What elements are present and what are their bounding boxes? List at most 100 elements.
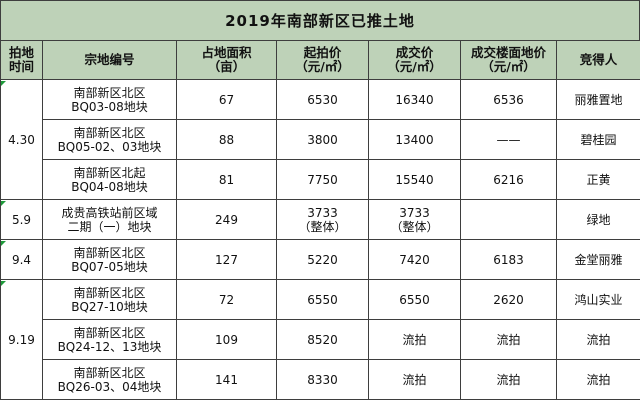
deal-price-cell-text: 13400 [395,132,434,147]
winner-cell-text: 绿地 [586,212,611,227]
col-header-date: 拍地 时间 [0,40,43,80]
floor-price-cell-text: 2620 [493,292,524,307]
deal-price-cell: 13400 [368,119,461,160]
start-price-cell-text: （整体） [298,219,347,234]
date-cell: 9.19 [0,279,43,400]
start-price-cell-text: 7750 [307,172,338,187]
parcel-cell-text: 南部新区北区 [73,325,146,340]
area-cell: 127 [176,239,277,280]
start-price-cell-text: 6550 [307,292,338,307]
table-row: 9.19 南部新区北区 BQ27-10地块 72 6550 6550 2620 鸿山实业 [0,279,640,400]
start-price-cell: 7750 [276,159,369,200]
area-cell-text: 109 [215,332,238,347]
parcel-cell-text: BQ24-12、13地块 [57,339,162,354]
floor-price-cell: 6216 [460,159,557,200]
table-row: 南部新区北区 BQ05-02、03地块 88 3800 13400 —— 碧桂园 [1,119,640,160]
col-header-winner: 竞得人 [556,40,640,80]
deal-price-cell: 7420 [368,239,461,280]
parcel-cell-text: 南部新区北起 [73,165,146,180]
floor-price-cell-text: 6183 [493,252,524,267]
deal-price-cell-text: 流拍 [402,332,427,347]
cell-marker [1,241,6,246]
winner-cell: 鸿山实业 [556,279,640,320]
deal-price-cell-text: 3733 [399,205,430,220]
cell-marker [1,81,6,86]
floor-price-cell-text: 流拍 [496,332,521,347]
winner-cell: 绿地 [556,199,640,240]
area-cell-text: 88 [218,132,235,147]
floor-price-cell: 2620 [460,279,557,320]
floor-price-cell: 6183 [460,239,557,280]
area-cell-text: 72 [218,292,235,307]
area-cell: 72 [176,279,277,320]
col-header-area: 占地面积 （亩） [176,40,277,80]
start-price-cell-text: 8520 [307,332,338,347]
table-row: 9.4 南部新区北区 BQ07-05地块 127 5220 7420 6183 金堂丽雅 [0,239,640,280]
table-title: 2019年南部新区已推土地 [0,0,640,40]
col-header-floor-price: 成交楼面地价 （元/㎡） [460,40,557,80]
parcel-cell-text: 南部新区北区 [73,285,146,300]
col-header-deal-price: 成交价 （元/㎡） [368,40,461,80]
area-cell-text: 81 [218,172,235,187]
floor-price-cell: —— [460,119,557,160]
parcel-cell-text: 成贵高铁站前区域 [61,205,158,220]
winner-cell-text: 碧桂园 [580,132,617,147]
col-header-parcel: 宗地编号 [42,40,177,80]
start-price-cell-text: 3800 [307,132,338,147]
parcel-cell-text: 南部新区北区 [73,125,146,140]
start-price-cell-text: 8330 [307,372,338,387]
parcel-cell-text: BQ05-02、03地块 [57,139,162,154]
floor-price-cell: 流拍 [460,319,557,360]
winner-cell-text: 鸿山实业 [574,292,623,307]
parcel-cell-text: 二期（一）地块 [67,219,152,234]
start-price-cell-text: 6530 [307,92,338,107]
start-price-cell-text: 3733 [307,205,338,220]
cell-marker [1,201,6,206]
area-cell: 88 [176,119,277,160]
parcel-cell-text: BQ03-08地块 [71,99,148,114]
deal-price-cell: 6550 [368,279,461,320]
parcel-cell-text: BQ27-10地块 [71,299,148,314]
start-price-cell: 8330 [276,359,369,400]
start-price-cell: 3733 （整体） [276,199,369,240]
winner-cell: 流拍 [556,359,640,400]
area-cell-text: 127 [215,252,238,267]
start-price-cell: 8520 [276,319,369,360]
deal-price-cell-text: 7420 [399,252,430,267]
area-cell-text: 249 [215,212,238,227]
floor-price-cell-text: 6216 [493,172,524,187]
winner-cell: 丽雅置地 [556,79,640,120]
winner-cell: 正黄 [556,159,640,200]
parcel-cell-text: BQ07-05地块 [71,259,148,274]
deal-price-cell-text: 15540 [395,172,434,187]
floor-price-cell-text: 6536 [493,92,524,107]
floor-price-cell-text: 流拍 [496,372,521,387]
deal-price-cell: 16340 [368,79,461,120]
start-price-cell: 6530 [276,79,369,120]
parcel-cell-text: BQ04-08地块 [71,179,148,194]
parcel-cell: 成贵高铁站前区域 二期（一）地块 [42,199,177,240]
deal-price-cell: 流拍 [368,359,461,400]
parcel-cell: 南部新区北区 BQ03-08地块 [42,79,177,120]
winner-cell-text: 金堂丽雅 [574,252,623,267]
parcel-cell: 南部新区北区 BQ27-10地块 [42,279,177,320]
parcel-cell: 南部新区北起 BQ04-08地块 [42,159,177,200]
winner-cell-text: 正黄 [586,172,611,187]
area-cell: 81 [176,159,277,200]
start-price-cell: 6550 [276,279,369,320]
parcel-cell-text: 南部新区北区 [73,365,146,380]
floor-price-cell: 6536 [460,79,557,120]
winner-cell-text: 流拍 [586,372,611,387]
winner-cell-text: 丽雅置地 [574,92,623,107]
parcel-cell: 南部新区北区 BQ26-03、04地块 [42,359,177,400]
deal-price-cell-text: 流拍 [402,372,427,387]
cell-marker [1,281,6,286]
deal-price-cell: 15540 [368,159,461,200]
area-cell: 249 [176,199,277,240]
date-cell: 5.9 [0,199,43,240]
land-table: 拍地 时间 宗地编号 占地面积 （亩） 起拍价 （元/㎡） 成交价 （元/㎡） 成交楼面… [0,40,640,400]
table-row: 南部新区北区 BQ24-12、13地块 109 8520 流拍 流拍 流拍 [1,319,640,360]
winner-cell: 流拍 [556,319,640,360]
parcel-cell-text: 南部新区北区 [73,85,146,100]
table-row: 4.30 南部新区北区 BQ03-08地块 67 6530 16340 6536 丽雅置地 [0,79,640,200]
